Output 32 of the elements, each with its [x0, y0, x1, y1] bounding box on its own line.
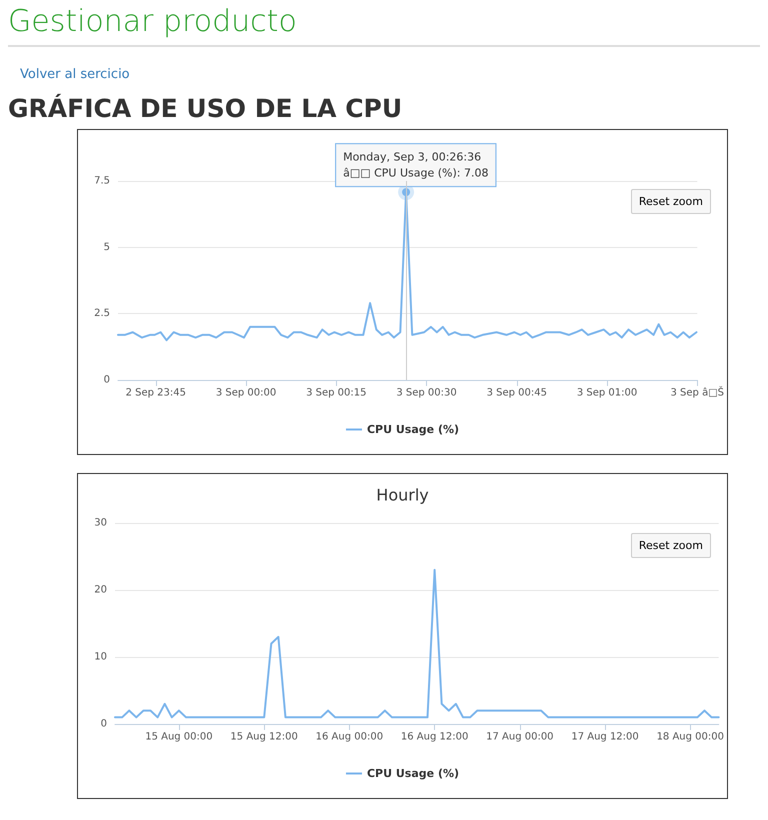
annotation: Monday, Sep 3, 00:26:36 â□□ CPU Usage (%): 7.08 — [343, 150, 488, 180]
x-tick-label: 3 Sep â□Š — [670, 386, 724, 398]
y-tick-label: 0 — [100, 718, 107, 730]
y-tick-label: 7.5 — [94, 176, 110, 186]
y-tick-label: 30 — [94, 518, 107, 528]
x-tick-label: 2 Sep 23:45 — [126, 388, 186, 398]
y-tick-label: 10 — [94, 652, 107, 662]
x-tick-label: 16 Aug 12:00 — [400, 732, 468, 742]
legend-label: CPU Usage (%) — [366, 423, 460, 436]
chart-title: GRÁFICA DE USO DE LA CPU — [8, 94, 404, 123]
reset-zoom-button: Reset zoom — [630, 189, 711, 214]
reset-zoom-button: Reset zoom — [630, 533, 711, 558]
y-tick-label: 2.5 — [94, 308, 110, 320]
x-tick-label: 17 Aug 00:00 — [486, 732, 554, 742]
text: Gestionar producto — [8, 4, 760, 47]
x-tick-label: 15 Aug 00:00 — [145, 732, 213, 742]
y-tick-label: 20 — [94, 584, 107, 596]
text: Volver al sercicio — [20, 67, 131, 82]
x-tick-label: 3 Sep 00:00 — [216, 388, 276, 398]
x-tick-label: 17 Aug 12:00 — [571, 732, 639, 742]
x-tick-label: 16 Aug 00:00 — [316, 732, 384, 742]
y-tick-label: 5 — [104, 242, 110, 253]
y-tick-label: 0 — [104, 374, 110, 386]
x-tick-label: 18 Aug 00:00 — [656, 732, 724, 742]
x-tick-label: 3 Sep 00:15 — [306, 388, 366, 398]
chart-title: Hourly — [376, 486, 429, 504]
x-tick-label: 3 Sep 00:30 — [396, 388, 457, 398]
x-tick-label: 3 Sep 01:00 — [576, 388, 638, 398]
x-tick-label: 3 Sep 00:45 — [486, 388, 547, 398]
legend-label: CPU Usage (%) — [366, 767, 460, 780]
x-tick-label: 15 Aug 12:00 — [230, 732, 298, 742]
line-series — [114, 568, 720, 718]
